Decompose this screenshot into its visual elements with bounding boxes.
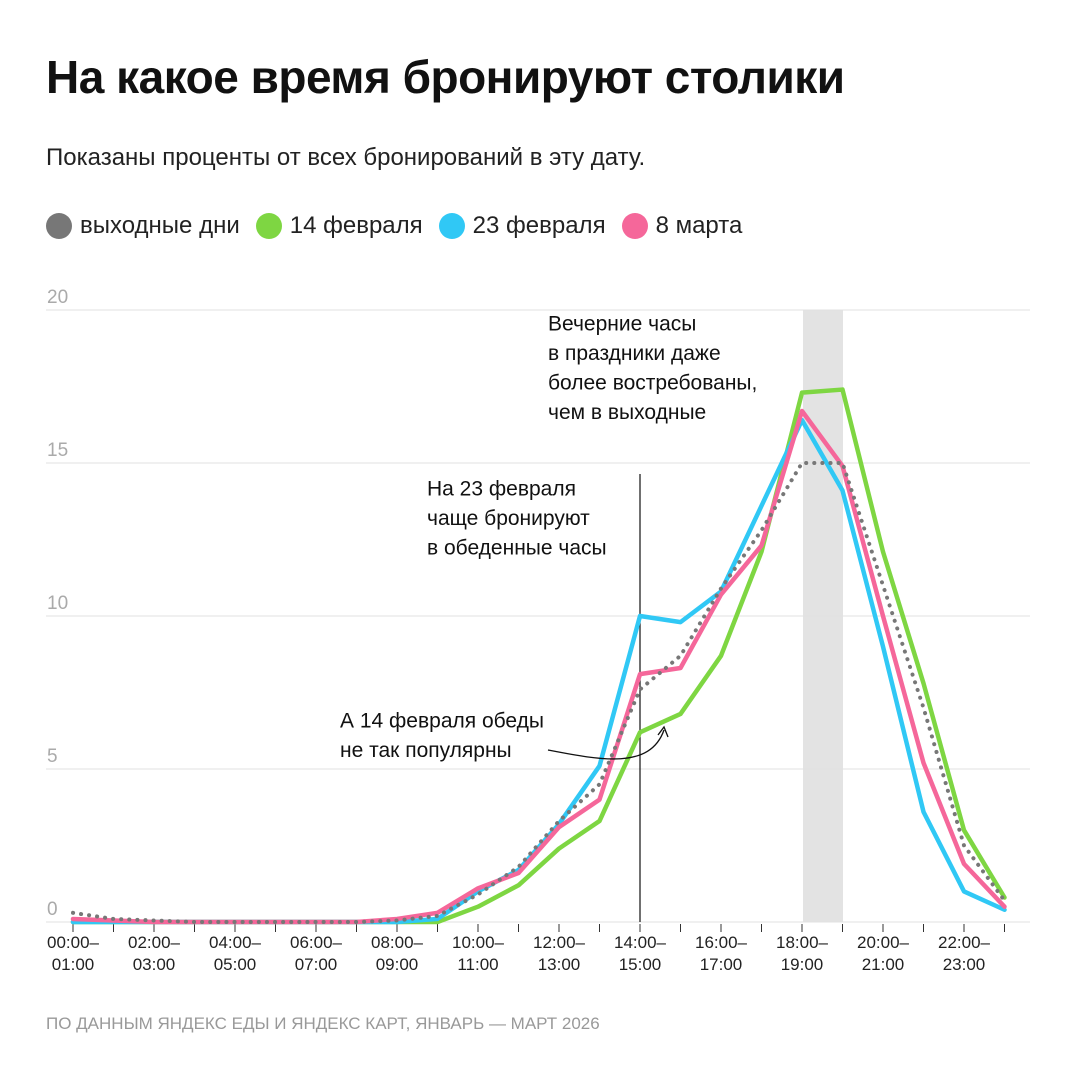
x-tick-label: 22:00– 23:00 bbox=[938, 933, 990, 974]
legend-swatch bbox=[46, 213, 72, 239]
annotation: более востребованы, bbox=[548, 372, 757, 395]
y-tick-label: 5 bbox=[47, 746, 58, 767]
annotation: А 14 февраля обеды bbox=[340, 710, 544, 733]
chart-subtitle: Показаны проценты от всех бронирований в… bbox=[46, 144, 646, 171]
chart-title: На какое время бронируют столики bbox=[46, 51, 845, 103]
x-tick-label: 16:00– 17:00 bbox=[695, 933, 747, 974]
x-tick-label: 18:00– 19:00 bbox=[776, 933, 828, 974]
legend-item: 23 февраля bbox=[438, 212, 606, 240]
x-tick-label: 08:00– 09:00 bbox=[371, 933, 423, 974]
annotation: чаще бронируют bbox=[427, 507, 590, 530]
legend-item: выходные дни bbox=[46, 212, 240, 240]
y-tick-label: 10 bbox=[47, 593, 68, 614]
annotation: Вечерние часы bbox=[548, 313, 696, 336]
legend-swatch bbox=[621, 213, 648, 239]
legend-label: 23 февраля bbox=[472, 212, 606, 239]
series-line bbox=[70, 387, 1007, 925]
legend-label: 14 февраля bbox=[289, 212, 423, 239]
legend-swatch bbox=[255, 213, 282, 239]
legend-swatch bbox=[438, 213, 465, 239]
y-tick-label: 15 bbox=[47, 440, 68, 461]
annotation: в обеденные часы bbox=[427, 537, 607, 560]
annotation-arrowhead bbox=[657, 725, 669, 738]
annotation: На 23 февраля bbox=[427, 478, 576, 501]
x-tick-label: 14:00– 15:00 bbox=[614, 933, 666, 974]
legend-item: 8 марта bbox=[621, 212, 743, 240]
annotation-arrow bbox=[547, 729, 665, 760]
legend-label: выходные дни bbox=[80, 212, 240, 239]
x-tick-label: 02:00– 03:00 bbox=[128, 933, 180, 974]
annotation: не так популярны bbox=[340, 739, 512, 762]
source: ПО ДАННЫМ ЯНДЕКС ЕДЫ И ЯНДЕКС КАРТ, ЯНВА… bbox=[46, 1014, 600, 1033]
annotation: чем в выходные bbox=[548, 401, 706, 424]
x-tick-label: 04:00– 05:00 bbox=[209, 933, 261, 974]
y-tick-label: 20 bbox=[47, 287, 68, 308]
annotation: в праздники даже bbox=[548, 342, 721, 365]
x-tick-label: 10:00– 11:00 bbox=[452, 933, 504, 974]
y-tick-label: 0 bbox=[47, 899, 58, 920]
x-tick-label: 12:00– 13:00 bbox=[533, 933, 585, 974]
x-tick-label: 00:00– 01:00 bbox=[47, 933, 99, 974]
legend: выходные дни 14 февраля 23 февраля 8 марта bbox=[46, 212, 742, 240]
x-tick-label: 20:00– 21:00 bbox=[857, 933, 909, 974]
series-line bbox=[71, 461, 1007, 924]
legend-item: 14 февраля bbox=[255, 212, 423, 240]
x-tick-label: 06:00– 07:00 bbox=[290, 933, 342, 974]
legend-label: 8 марта bbox=[655, 212, 743, 239]
